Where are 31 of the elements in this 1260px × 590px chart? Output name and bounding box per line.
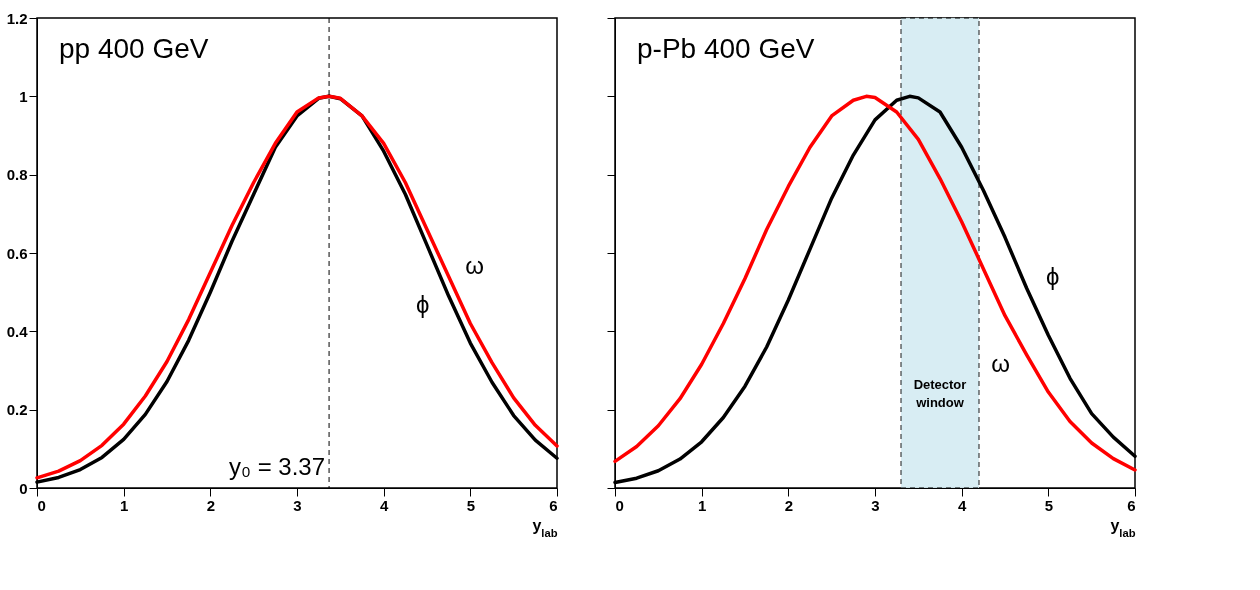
y-tick-label: 0.4	[6, 322, 29, 340]
series-label: ω	[991, 349, 1011, 377]
y-tick-label: 0.2	[6, 401, 28, 419]
x-tick-label: 5	[1044, 496, 1054, 514]
x-axis-title: y$_{lab}$	[532, 516, 558, 539]
y-tick-label: 0.6	[6, 244, 28, 262]
band-label: Detector window	[913, 376, 967, 410]
x-tick-label: 4	[379, 496, 389, 514]
x-tick-label: 2	[784, 496, 794, 514]
y-tick-label: 0.8	[6, 166, 28, 184]
x-tick-label: 3	[293, 496, 302, 514]
series-label: ϕ	[1045, 263, 1060, 291]
y-tick-label: 1	[19, 87, 28, 105]
x-tick-label: 1	[697, 496, 707, 514]
x-tick-label: 3	[871, 496, 880, 514]
x-tick-label: 2	[206, 496, 216, 514]
x-tick-label: 5	[466, 496, 476, 514]
x-tick-label: 6	[549, 496, 558, 514]
y-tick-label: 0	[19, 479, 28, 497]
x-tick-label: 0	[37, 496, 46, 514]
x-tick-label: 4	[957, 496, 967, 514]
text: p-Pb 400 GeV	[637, 33, 815, 64]
x-axis-title: y$_{lab}$	[1110, 516, 1136, 539]
text: pp 400 GeV	[59, 33, 209, 64]
x-tick-label: 0	[615, 496, 624, 514]
series-label: ω	[465, 251, 485, 279]
x-tick-label: 6	[1127, 496, 1136, 514]
series-label: ϕ	[415, 291, 430, 319]
ref-line-label: y₀ = 3.37	[229, 453, 326, 480]
x-tick-label: 1	[119, 496, 129, 514]
y-tick-label: 1.2	[6, 9, 28, 27]
